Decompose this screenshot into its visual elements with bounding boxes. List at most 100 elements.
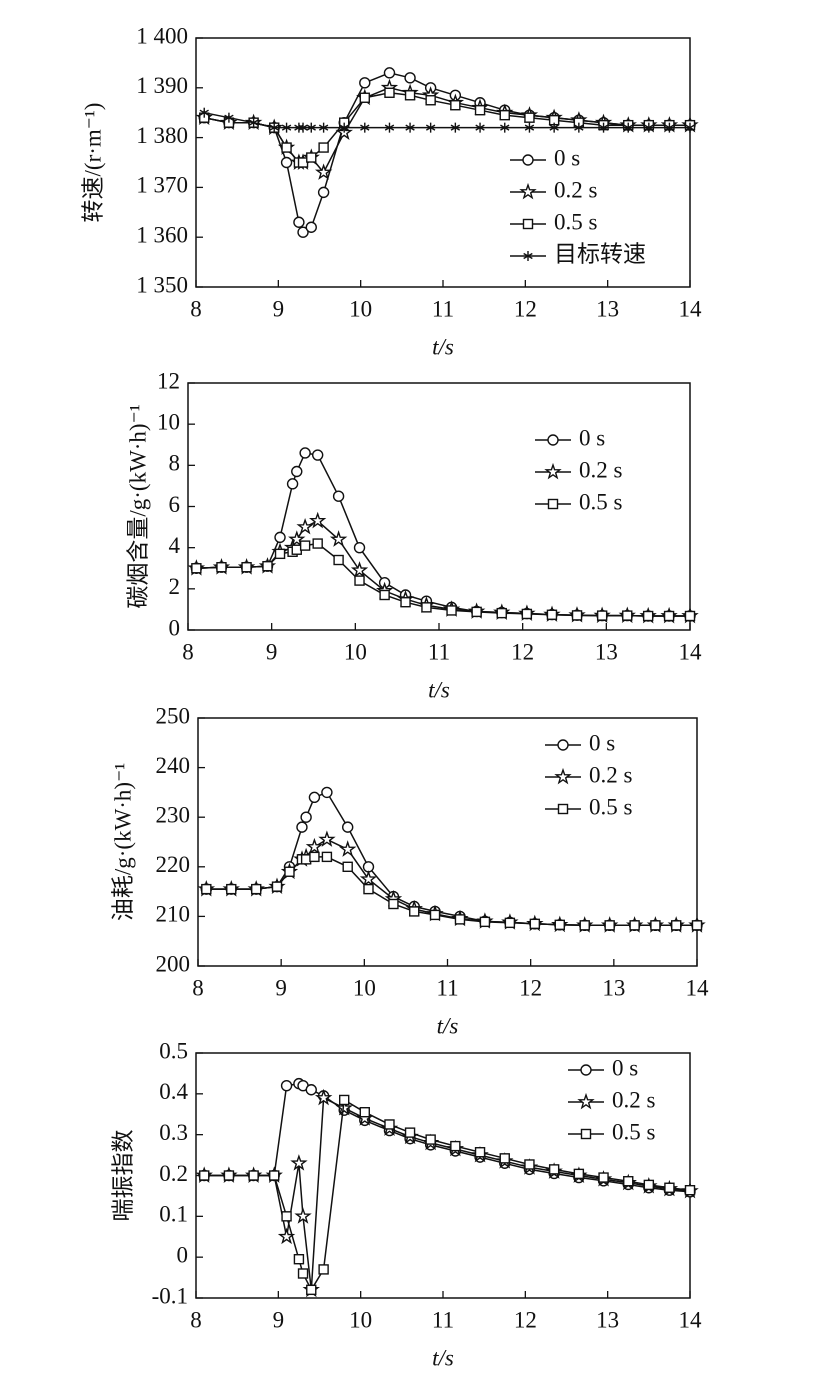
legend-marker — [554, 767, 572, 785]
marker — [598, 122, 609, 133]
marker — [281, 122, 292, 133]
marker — [297, 1268, 309, 1279]
legend-marker — [547, 498, 559, 510]
legend-label: 0.5 s — [589, 794, 633, 819]
legend-label: 0.2 s — [612, 1087, 656, 1112]
marker — [623, 122, 633, 133]
legend-marker — [544, 462, 562, 480]
marker — [317, 186, 330, 199]
marker — [296, 821, 308, 833]
marker — [409, 906, 420, 917]
x-tick-label: 9 — [273, 1307, 285, 1332]
marker — [684, 1184, 696, 1196]
x-tick-label: 14 — [686, 975, 710, 1000]
marker — [314, 1088, 333, 1106]
marker — [579, 920, 590, 931]
marker — [291, 544, 302, 555]
marker — [650, 920, 661, 931]
marker — [251, 883, 262, 895]
marker — [309, 511, 327, 529]
marker — [305, 837, 324, 855]
marker — [548, 1164, 560, 1175]
marker — [671, 920, 682, 931]
marker — [299, 540, 311, 551]
marker — [321, 851, 333, 863]
marker — [359, 92, 370, 103]
y-axis-label: 喘振指数 — [110, 1130, 135, 1222]
marker — [318, 1264, 329, 1275]
marker — [305, 1084, 317, 1096]
marker — [291, 465, 303, 478]
marker — [288, 530, 306, 547]
legend-marker — [522, 218, 534, 230]
y-axis-label: 转速/(r·m⁻¹) — [80, 103, 105, 223]
x-tick-label: 13 — [596, 296, 619, 321]
marker — [475, 122, 485, 133]
legend-label: 0 s — [579, 425, 605, 450]
marker — [496, 607, 507, 619]
marker-stroke — [199, 109, 209, 116]
marker — [223, 1170, 235, 1181]
y-tick-label: 1 400 — [136, 23, 188, 48]
marker-stroke — [298, 124, 308, 131]
marker-stroke — [685, 124, 695, 131]
marker — [404, 72, 416, 84]
marker — [644, 122, 654, 133]
marker — [332, 490, 345, 502]
marker — [318, 142, 329, 153]
y-tick-label: 0.1 — [159, 1202, 188, 1227]
marker — [446, 605, 457, 616]
y-tick-label: 220 — [156, 852, 191, 877]
marker — [379, 589, 390, 601]
y-tick-label: 230 — [156, 802, 191, 827]
x-axis-label: t/s — [432, 334, 454, 359]
y-tick-label: 1 390 — [136, 73, 188, 98]
x-tick-label: 8 — [192, 975, 204, 1000]
marker — [363, 883, 374, 895]
marker — [294, 122, 304, 133]
marker — [293, 1254, 305, 1265]
marker — [321, 786, 333, 799]
x-axis-label: t/s — [437, 1013, 459, 1038]
marker — [359, 1107, 370, 1118]
y-tick-label: 1 370 — [136, 173, 188, 198]
legend-label: 0.5 s — [554, 209, 598, 234]
marker-stroke — [248, 119, 259, 126]
marker — [691, 920, 703, 931]
marker — [311, 449, 324, 461]
marker — [500, 122, 510, 133]
marker — [405, 122, 415, 133]
marker — [290, 1154, 308, 1171]
x-tick-label: 13 — [602, 975, 625, 1000]
marker — [664, 122, 675, 133]
y-axis-label: 油耗/g·(kW·h)⁻¹ — [110, 763, 135, 921]
marker — [571, 610, 583, 621]
marker — [622, 610, 633, 621]
marker — [454, 914, 466, 925]
y-tick-label: 1 360 — [136, 222, 188, 247]
marker-stroke — [574, 124, 584, 131]
marker — [629, 920, 640, 931]
marker — [383, 67, 396, 79]
marker — [329, 530, 348, 547]
legend-marker — [557, 739, 569, 751]
y-tick-label: 10 — [157, 409, 180, 434]
legend-marker — [519, 182, 537, 200]
x-tick-label: 13 — [596, 1307, 619, 1332]
marker — [521, 608, 533, 620]
marker — [338, 840, 357, 857]
y-tick-label: 0.2 — [159, 1161, 188, 1186]
marker — [499, 109, 510, 121]
y-axis-label: 碳烟含量/g·(kW·h)⁻¹ — [125, 404, 150, 608]
legend-marker — [577, 1092, 595, 1110]
marker — [199, 107, 209, 118]
y-tick-label: 0 — [177, 1242, 189, 1267]
y-tick-label: 0 — [169, 615, 181, 640]
x-tick-label: 10 — [344, 639, 367, 664]
legend-marker — [557, 803, 569, 815]
marker — [384, 122, 395, 133]
marker — [573, 1168, 585, 1180]
marker — [663, 610, 675, 622]
legend-marker — [522, 154, 534, 166]
